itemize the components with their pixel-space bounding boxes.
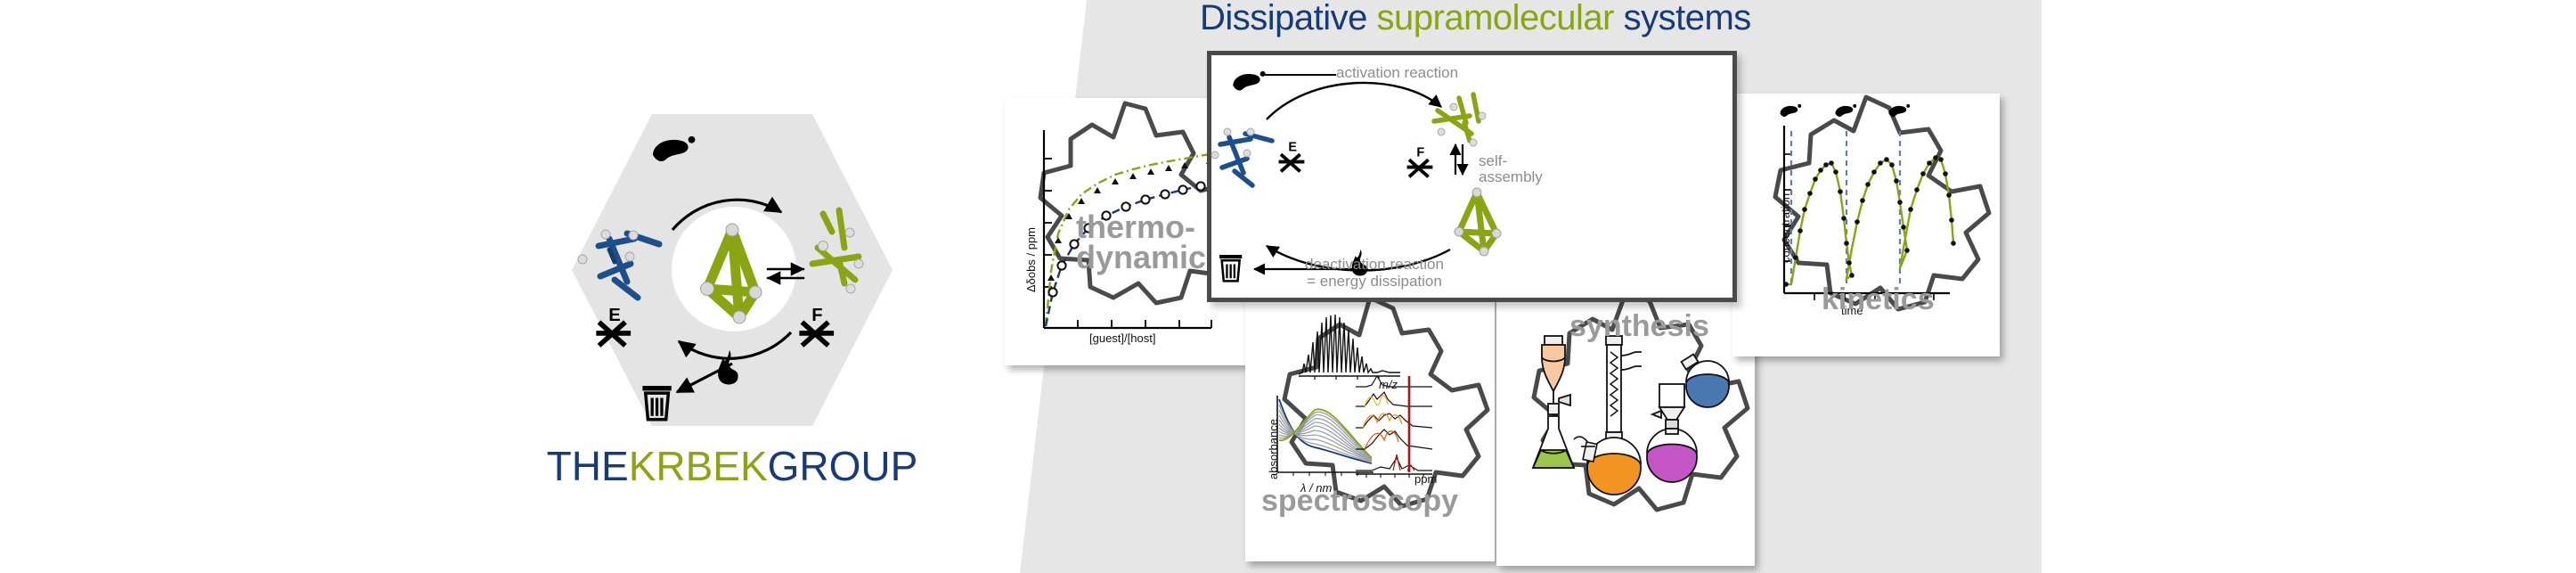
activation-arrow [1266, 81, 1442, 120]
equilibrium-arrows [766, 262, 805, 285]
thermodynamics-chart [1042, 130, 1213, 330]
buchner-receiving-flask-icon [1646, 428, 1698, 483]
logo-group-rest: ROUP [799, 443, 918, 489]
fuel-pump-icon [1780, 103, 1802, 118]
gear-spectroscopy-shape [1245, 294, 1495, 561]
uvvis-chart [1276, 396, 1374, 476]
thermo-series-olive [1044, 152, 1211, 327]
reflux-condenser-icon [1605, 335, 1642, 442]
non-assembling-precursor-cluster [577, 229, 663, 301]
deactivation-reaction-label: deactivation reaction = energy dissipati… [1305, 256, 1444, 290]
trash-bin-icon [642, 386, 672, 422]
logo-the-t: T [546, 443, 572, 489]
fuel-pump-icon [1888, 103, 1911, 118]
fuel-pump-icon [653, 135, 696, 162]
non-assembling-precursor-cluster [1211, 127, 1275, 188]
fuel-pump-icon [1835, 103, 1857, 118]
logo-wordmark: THEKRBEKGROUP [545, 442, 919, 490]
page-title: Dissipative supramolecular systems [1200, 0, 1751, 38]
svg-text:F: F [1416, 146, 1424, 160]
stopcock-icon [1573, 436, 1598, 462]
activation-reaction-label: activation reaction [1336, 64, 1459, 81]
gear-thermo-line1: thermo- [1076, 209, 1195, 245]
self-assembly-equilibrium-arrows [1449, 143, 1469, 176]
fuel-gauge-full-icon: F [1406, 146, 1433, 178]
gear-thermo-line2: dynamics [1076, 239, 1225, 276]
erlenmeyer-flask-icon [1531, 415, 1576, 469]
svg-text:E: E [608, 306, 620, 325]
cycle-diagram: E F [1211, 70, 1502, 282]
deactivation-line1: deactivation reaction [1305, 256, 1444, 273]
svg-text:E: E [1288, 141, 1297, 155]
thermo-y-axis-label: Δδobs / ppm [1024, 226, 1038, 292]
trash-bin-icon [1219, 255, 1243, 282]
logo-krbek-rest: RBEK [656, 443, 768, 489]
mass-spectrum-chart [1298, 314, 1400, 380]
self-assembly-label: self- assembly [1479, 153, 1543, 185]
logo-the-rest: HE [571, 443, 629, 489]
kinetics-data-points [1783, 155, 1956, 287]
nmr-stack-chart [1356, 374, 1433, 478]
round-bottom-flask-blue-icon [1680, 353, 1730, 408]
kinetics-series [1786, 156, 1955, 286]
logo-cycle-diagram: F E [577, 135, 864, 422]
uvvis-y-axis-label: absorbance [1267, 419, 1280, 479]
synthesis-glassware-illustration [1531, 335, 1730, 495]
gear-thermodynamics-label: thermo- dynamics [1076, 209, 1225, 276]
logo-group-g: G [767, 443, 800, 489]
kinetics-chart [1780, 103, 1956, 300]
activated-ligand-cluster [1431, 92, 1487, 147]
tetrahedral-cage-icon [1454, 187, 1502, 257]
flame-icon [718, 350, 738, 385]
activated-ligand-cluster [766, 207, 864, 294]
title-word-supramolecular: supramolecular [1376, 0, 1615, 37]
kinetics-x-axis-label: time [1841, 304, 1863, 317]
buchner-funnel-icon [1650, 383, 1686, 430]
round-bottom-flask-icon [1586, 437, 1642, 495]
gear-thermodynamics[interactable]: Δδobs / ppm [guest]/[host] thermo- dynam… [1005, 98, 1245, 365]
separatory-funnel-icon [1541, 335, 1571, 415]
fuel-gauge-full-icon: F [799, 306, 835, 348]
gear-kinetics-label: kinetics [1822, 282, 1935, 316]
tetrahedral-cage-icon [700, 223, 762, 324]
gear-kinetics-shape [1732, 94, 2000, 356]
gear-synthesis-label: synthesis [1569, 309, 1709, 343]
fuel-gauge-empty-icon: E [1278, 141, 1305, 173]
kinetics-y-axis-label: concentration [1779, 192, 1792, 263]
massspec-x-axis-label: m/z [1379, 378, 1398, 391]
fuel-pump-icon [1233, 70, 1266, 91]
thermo-x-axis-label: [guest]/[host] [1089, 332, 1156, 345]
title-word-dissipative: Dissipative [1200, 0, 1367, 37]
logo-krbek-k: K [628, 443, 656, 489]
gear-spectroscopy-label: spectroscopy [1261, 484, 1459, 518]
fuel-addition-markers [1789, 131, 1902, 286]
gear-spectroscopy[interactable]: m/z absorban [1245, 294, 1495, 561]
fuel-gauge-empty-icon: E [596, 306, 632, 348]
krbek-group-logo[interactable]: F E [545, 114, 919, 533]
nmr-x-axis-label: ppm [1414, 472, 1438, 486]
gear-kinetics[interactable]: concentration time kinetics [1732, 94, 2000, 356]
dissipative-cycle-card: E F [1207, 51, 1737, 302]
svg-text:F: F [811, 306, 822, 325]
uvvis-x-axis-label: λ / nm [1300, 481, 1333, 495]
deactivation-line2: = energy dissipation [1307, 273, 1442, 291]
self-assembly-line1: self- [1479, 152, 1508, 169]
flame-icon [1351, 250, 1367, 276]
self-assembly-line2: assembly [1479, 168, 1543, 185]
gear-synthesis[interactable]: synthesis [1496, 285, 1755, 566]
title-word-systems: systems [1623, 0, 1752, 37]
